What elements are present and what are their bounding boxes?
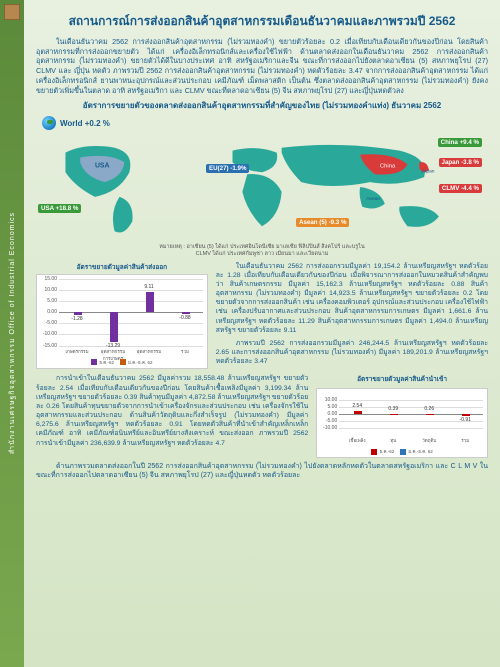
col-left-1: อัตราขยายตัวมูลค่าสินค้าส่งออก -15.00-10… [36, 262, 208, 371]
chart2-plot: -10.00-5.000.005.0010.002.54เชื้อเพลิง0.… [339, 393, 483, 435]
callout-china: China +9.4 % [438, 138, 482, 147]
legend-swatch [91, 359, 97, 365]
chart-export: -15.00-10.00-5.000.005.0010.0015.00-1.28… [36, 274, 208, 369]
legend-swatch [120, 359, 126, 365]
footer-paragraph: ด้านภาพรวมตลาดส่งออกในปี 2562 การส่งออกส… [36, 462, 488, 480]
page-title: สถานการณ์การส่งออกสินค้าอุตสาหกรรมเดือนธ… [36, 12, 488, 31]
chart1-plot: -15.00-10.00-5.000.005.0010.0015.00-1.28… [59, 279, 203, 346]
two-col-2: การนำเข้าในเดือนธันวาคม 2562 มีมูลค่ารวม… [36, 374, 488, 458]
intro-paragraph: ในเดือนธันวาคม 2562 การส่งออกสินค้าอุตสา… [36, 37, 488, 95]
svg-text:China: China [380, 164, 396, 170]
svg-text:Asean: Asean [366, 196, 380, 202]
chart1-legend: ธ.ค.-62 ม.ค.-ธ.ค. 62 [37, 359, 207, 366]
map-svg: USA China Asean Japan [36, 132, 488, 242]
callout-clmv: CLMV -4.4 % [439, 184, 482, 193]
globe-icon [42, 116, 56, 130]
legend-item: ม.ค.-ธ.ค. 62 [400, 448, 433, 455]
chart2-legend: ธ.ค.-62 ม.ค.-ธ.ค. 62 [317, 448, 487, 455]
legend-label: ม.ค.-ธ.ค. 62 [128, 359, 153, 366]
svg-text:Japan: Japan [421, 169, 435, 175]
map-note-1: หมายเหตุ : อาเซียน (5) ได้แก่ ประเทศอินโ… [159, 244, 365, 250]
world-label: World +0.2 % [60, 119, 110, 128]
map-subhead: อัตราการขยายตัวของตลาดส่งออกสินค้าอุตสาห… [36, 99, 488, 112]
spine-text: สำนักงานเศรษฐกิจอุตสาหกรรม Office of Ind… [7, 212, 18, 454]
left-spine: สำนักงานเศรษฐกิจอุตสาหกรรม Office of Ind… [0, 0, 24, 667]
world-row: World +0.2 % [42, 116, 488, 130]
para-right-2: ภาพรวมปี 2562 การส่งออกรวมมีมูลค่า 246,2… [216, 339, 488, 367]
chart1-title: อัตราขยายตัวมูลค่าสินค้าส่งออก [36, 262, 208, 272]
legend-item: ม.ค.-ธ.ค. 62 [120, 359, 153, 366]
callout-usa: USA +18.8 % [38, 204, 81, 213]
callout-japan: Japan -3.8 % [439, 158, 483, 167]
two-col-1: อัตราขยายตัวมูลค่าสินค้าส่งออก -15.00-10… [36, 262, 488, 371]
col-right-1: ในเดือนธันวาคม 2562 การส่งออกรวมมีมูลค่า… [216, 262, 488, 371]
legend-item: ธ.ค.-62 [91, 359, 114, 366]
map-note: หมายเหตุ : อาเซียน (5) ได้แก่ ประเทศอินโ… [36, 244, 488, 257]
legend-label: ม.ค.-ธ.ค. 62 [408, 448, 433, 455]
chart-import: -10.00-5.000.005.0010.002.54เชื้อเพลิง0.… [316, 388, 488, 458]
chart2-title: อัตราขยายตัวมูลค่าสินค้านำเข้า [316, 374, 488, 384]
map-note-2: CLMV ได้แก่ ประเทศกัมพูชา ลาว เมียนมา แล… [196, 251, 329, 257]
callout-eu: EU(27) -1.9% [206, 164, 249, 173]
page-content: สถานการณ์การส่งออกสินค้าอุตสาหกรรมเดือนธ… [24, 0, 500, 667]
para-left-2: การนำเข้าในเดือนธันวาคม 2562 มีมูลค่ารวม… [36, 374, 308, 447]
col-left-2: การนำเข้าในเดือนธันวาคม 2562 มีมูลค่ารวม… [36, 374, 308, 458]
legend-label: ธ.ค.-62 [379, 448, 394, 455]
legend-item: ธ.ค.-62 [371, 448, 394, 455]
para-right-1: ในเดือนธันวาคม 2562 การส่งออกรวมมีมูลค่า… [216, 262, 488, 335]
legend-label: ธ.ค.-62 [99, 359, 114, 366]
svg-text:USA: USA [95, 163, 110, 170]
legend-swatch [400, 449, 406, 455]
world-map: USA China Asean Japan USA +18.8 % EU(27)… [36, 132, 488, 242]
callout-asean: Asean (5) -9.3 % [296, 218, 349, 227]
col-right-2: อัตราขยายตัวมูลค่าสินค้านำเข้า -10.00-5.… [316, 374, 488, 458]
logo-icon [4, 4, 20, 20]
legend-swatch [371, 449, 377, 455]
